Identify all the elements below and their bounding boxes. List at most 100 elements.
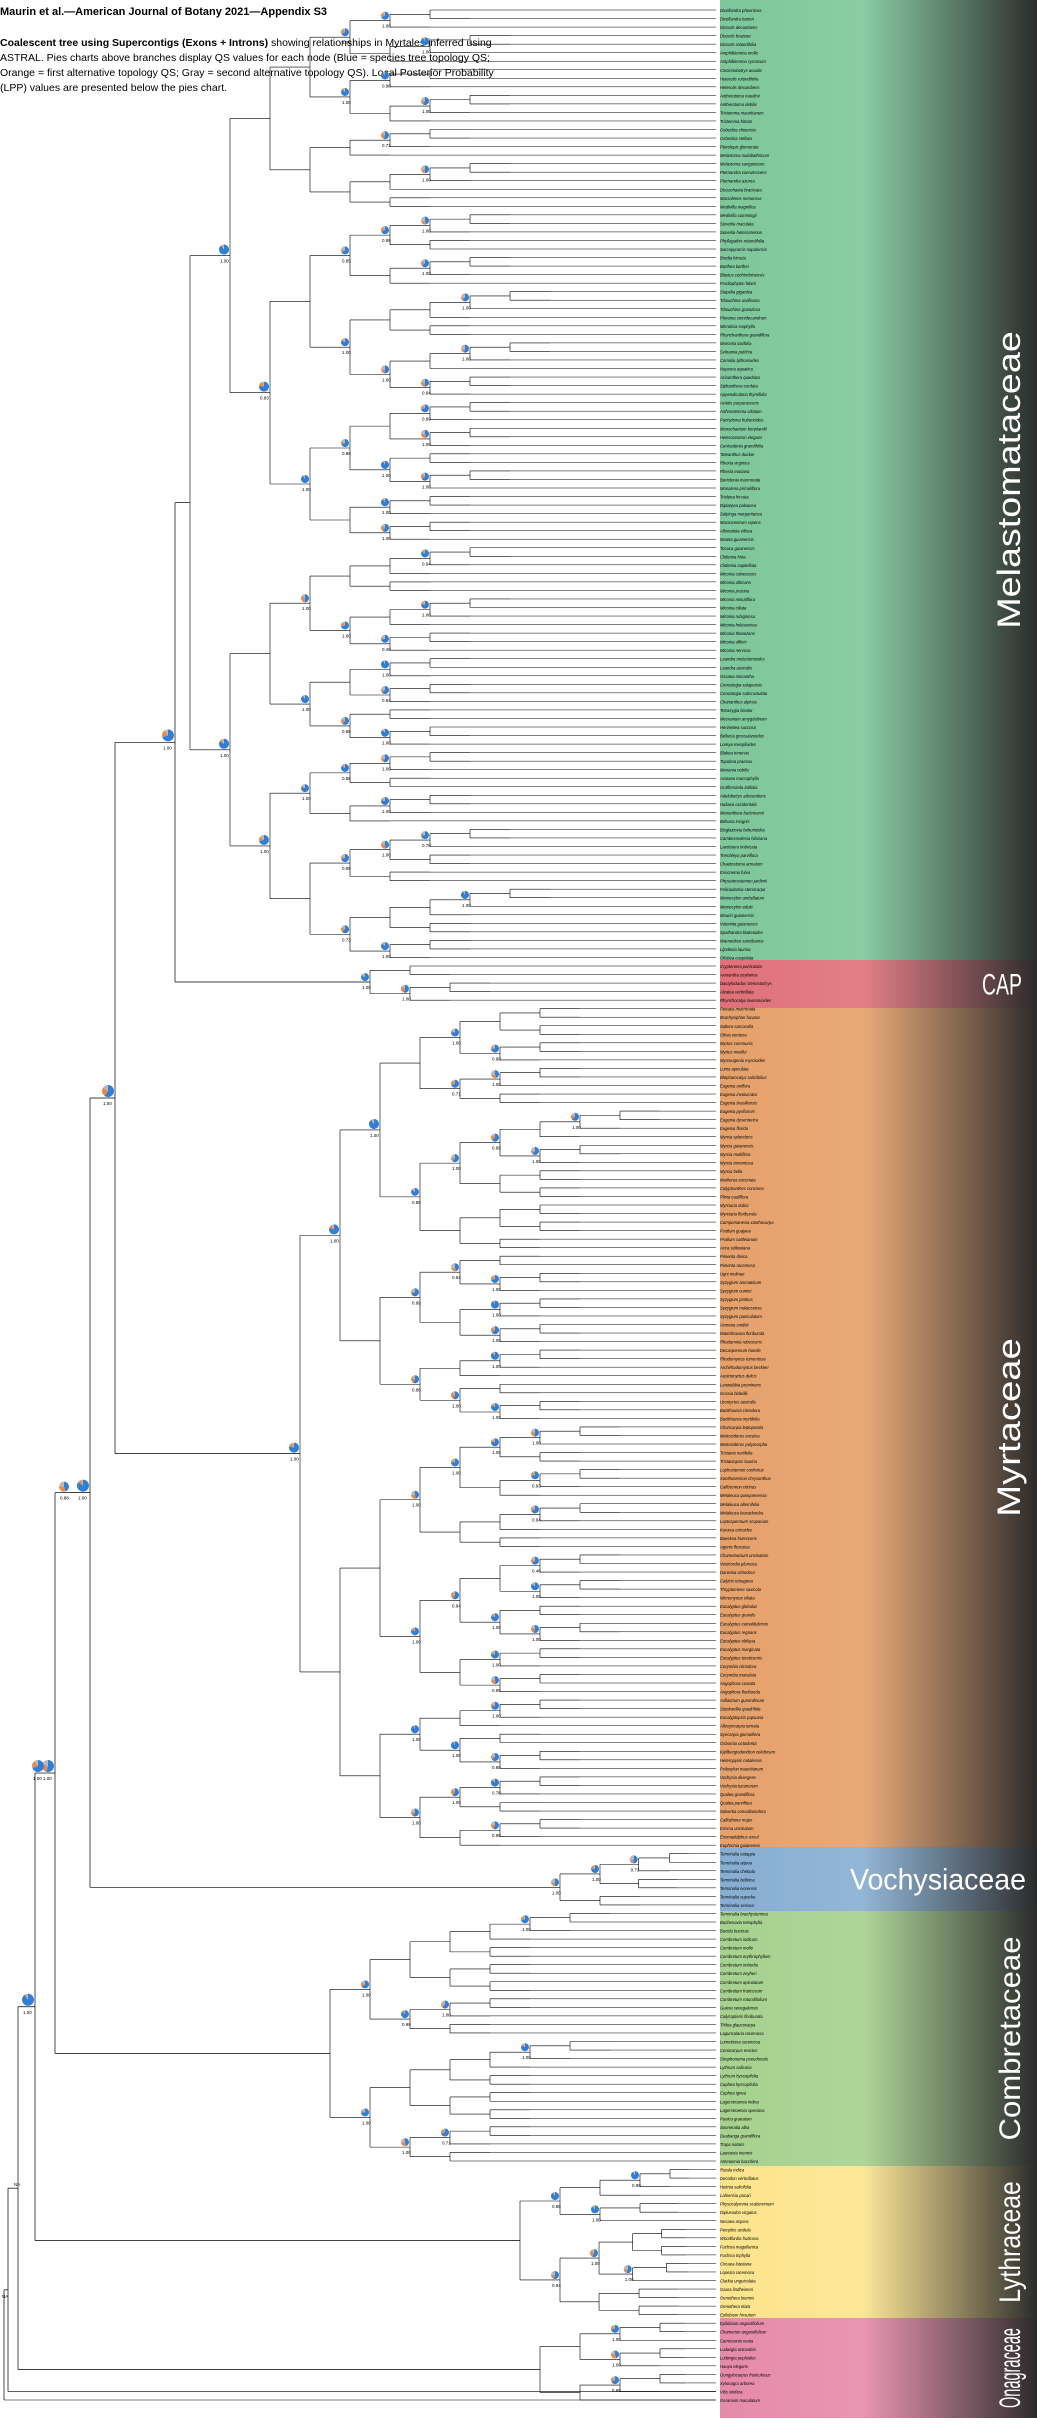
tip-label: Pachyloma huberioides — [720, 418, 764, 423]
pie-slice — [531, 1146, 535, 1151]
tip-label: Axinandra zeylanica — [719, 973, 758, 978]
node-lpp-label: 1.00 — [625, 2277, 634, 2282]
family-label-cap: CAP — [982, 969, 1022, 1002]
node-lpp-label: 0.99 — [492, 1833, 501, 1838]
tip-label: Eucalyptus obliqua — [720, 1638, 756, 1643]
tip-label: Decodon verticillatus — [720, 2176, 760, 2181]
node-pie: 0.93 — [531, 1471, 541, 1488]
pie-slice — [341, 622, 345, 626]
tip-label: Charianthus alpinus — [720, 699, 758, 704]
pie-slice — [102, 1087, 108, 1096]
pie-slice — [302, 695, 305, 700]
pie-slice — [421, 831, 425, 836]
pie-slice — [422, 472, 425, 477]
tip-label: Adelobotrys adscendens — [719, 793, 767, 798]
pie-slice — [493, 1778, 495, 1783]
node-lpp-label: 1.00 — [422, 613, 431, 618]
pie-slice — [462, 890, 465, 895]
pie-slice — [491, 1351, 500, 1360]
node-lpp-label: 1.00 — [23, 2010, 32, 2015]
tip-label: Tristaniopsis laurina — [720, 1459, 758, 1464]
tip-label: Oenothera elata — [720, 2304, 751, 2309]
tip-label: Crypteronia paniculata — [720, 964, 763, 969]
pie-slice — [491, 1752, 495, 1757]
tip-label: Eugenia involucrata — [720, 1092, 757, 1097]
node-pie: 1.00 — [21, 1993, 34, 2015]
pie-slice — [521, 2043, 525, 2048]
pie-slice — [491, 1676, 495, 1681]
node-lpp-label: 1.00 — [492, 1313, 501, 1318]
tip-label: Lythrum hyssopifolia — [720, 2074, 759, 2079]
tip-label: Duabanga grandiflora — [720, 2133, 761, 2138]
node-pie: 1.00 — [102, 1084, 114, 1106]
tip-label: Pterolepis glomerata — [720, 145, 759, 150]
tip-label: Trapa natans — [720, 2142, 745, 2147]
pie-slice — [382, 523, 389, 532]
pie-slice — [384, 365, 390, 374]
tip-label: Lopezia racemosa — [720, 2270, 755, 2275]
tip-label: Eucalyptus grandis — [720, 1613, 756, 1618]
pie-slice — [463, 344, 469, 353]
pie-slice — [611, 2377, 615, 2382]
pie-slice — [531, 1507, 535, 1511]
tip-label: Trembleya parviflora — [720, 853, 759, 858]
pie-slice — [381, 754, 385, 759]
tip-label: Dissotis decumbens — [720, 25, 758, 30]
tip-label: Centradenia grandifolia — [720, 443, 764, 448]
pie-slice — [491, 1701, 499, 1710]
tip-label: Rotala indica — [720, 2168, 745, 2173]
tip-label: Appendicularia thymifolia — [719, 392, 767, 397]
node-lpp-label: 0.99 — [422, 416, 431, 421]
pie-slice — [461, 297, 465, 301]
node-pie: 1.00 — [491, 1300, 501, 1318]
tip-label: Spathandra blakeoides — [720, 930, 764, 935]
pie-slice — [383, 460, 385, 465]
tip-label: Combretum molle — [720, 1946, 754, 1951]
pie-slice — [424, 378, 429, 387]
pie-slice — [425, 216, 429, 225]
tip-label: Geranium maculatum — [720, 2398, 761, 2403]
pie-slice — [461, 344, 465, 350]
tip-label: Myrcia tomentosa — [720, 1160, 754, 1165]
node-lpp-label: 1.00 — [382, 24, 391, 29]
node-pie: 1.00 — [410, 1627, 421, 1644]
tip-label: Lavoisiera imbricata — [720, 845, 758, 850]
tip-label: Amphiblemma molle — [719, 51, 759, 56]
pie-slice — [442, 2000, 450, 2009]
pie-slice — [493, 1613, 495, 1618]
node-pie: 0.94 — [451, 1263, 461, 1280]
pie-slice — [382, 498, 385, 503]
node-pie: 1.00 — [591, 2205, 601, 2222]
tip-label: Nesaea aspera — [720, 2219, 749, 2224]
pie-slice — [491, 1275, 495, 1280]
tip-label: Calycopteris floribunda — [720, 2014, 763, 2019]
node-lpp-label: 0.78 — [492, 1791, 501, 1796]
pie-slice — [491, 1613, 500, 1622]
node-pie: 1.00 — [381, 498, 391, 515]
tip-label: Woodfordia fruticosa — [720, 2236, 759, 2241]
node-pie: 1.00 — [623, 2265, 634, 2282]
tip-label: Tristania neriifolia — [720, 1451, 753, 1456]
node-lpp-label: 0.94 — [452, 1603, 461, 1608]
pie-slice — [361, 2108, 365, 2113]
tip-lines — [390, 9, 716, 2401]
tip-label: Acisanthera quadrata — [719, 375, 760, 380]
tip-label: Pemphis acidula — [720, 2227, 751, 2232]
pie-slice — [401, 2142, 407, 2147]
pie-slice — [421, 601, 425, 605]
node-lpp-label: 1.00 — [532, 1594, 541, 1599]
tip-label: Melaleuca alternifolia — [720, 1502, 760, 1507]
tip-label: Calyptranthes concinna — [720, 1186, 764, 1191]
node-pie: 0.99 — [491, 1821, 501, 1838]
tip-label: Ossaea micrantha — [720, 674, 755, 679]
pie-slice — [460, 890, 469, 899]
node-pie: 1.00 — [441, 2000, 451, 2017]
pie-slice — [81, 1479, 83, 1486]
node-pie: 0.85 — [551, 2192, 561, 2209]
tip-label: Dicellandra barteri — [720, 17, 755, 22]
node-pie: NA — [14, 2182, 20, 2187]
tip-label: Monochaetum bonplandii — [720, 426, 768, 431]
tip-label: Terminalia bellirica — [720, 1877, 755, 1882]
tip-label: Myrtus nivellei — [720, 1049, 748, 1054]
pie-slice — [411, 1288, 415, 1293]
